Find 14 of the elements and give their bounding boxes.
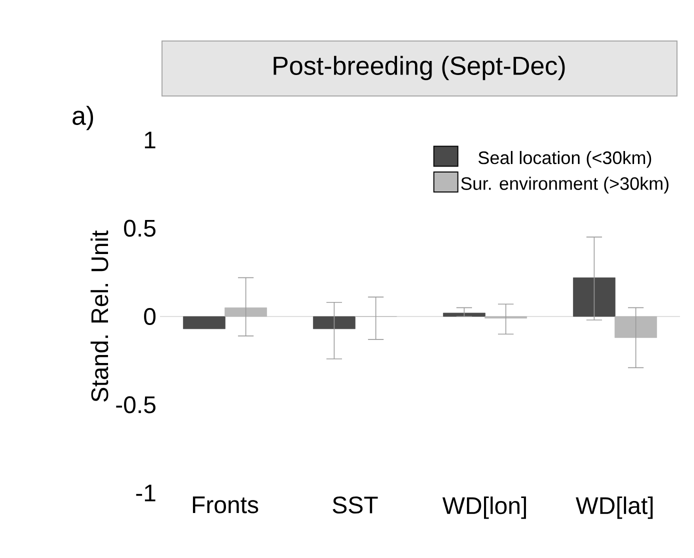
legend-label: Seal location (<30km): [478, 150, 652, 168]
y-tick-label: 1: [144, 132, 156, 148]
x-tick-label: WD[lon]: [442, 496, 526, 519]
text: a): [72, 106, 94, 130]
x-tick-label: SST: [332, 496, 378, 514]
y-tick-label: 0: [144, 308, 156, 325]
y-tick-label: 0.5: [124, 220, 156, 237]
y-tick-label: -0.5: [116, 396, 156, 414]
x-tick-label: WD[lat]: [576, 496, 653, 519]
x-tick-label: Fronts: [192, 496, 258, 514]
chart-title: Post-breeding (Sept-Dec): [274, 56, 565, 80]
legend-label: Sur. environment (>30km): [461, 176, 668, 194]
y-axis-title: Stand. Rel. Unit: [90, 230, 108, 402]
y-tick-label: -1: [136, 484, 156, 502]
